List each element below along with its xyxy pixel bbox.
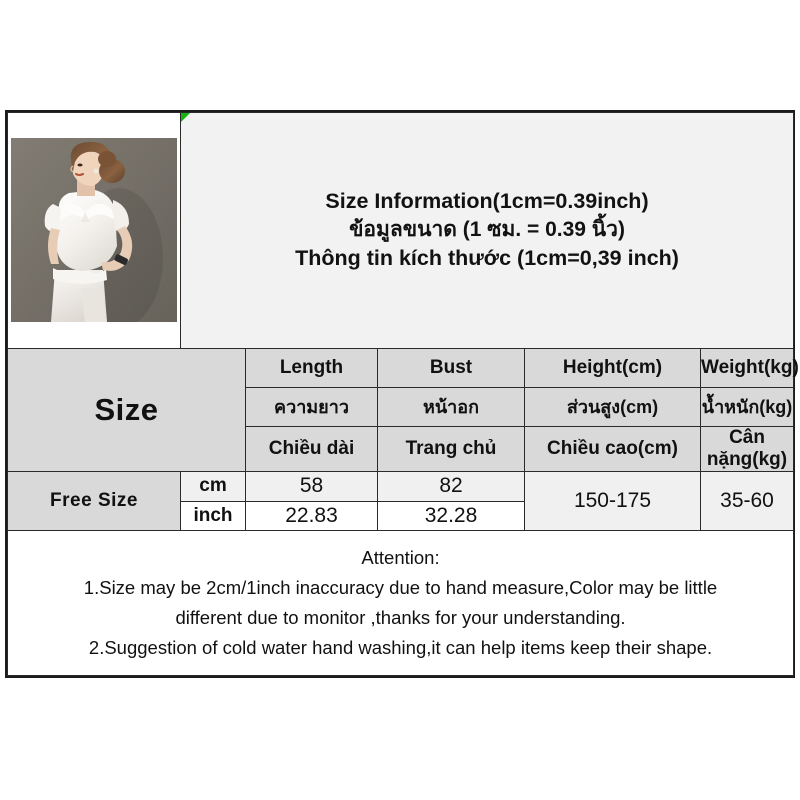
value-height-range: 150-175	[524, 470, 701, 532]
banner-line-english: Size Information(1cm=0.39inch)	[325, 189, 649, 214]
row-label-free-size: Free Size	[7, 470, 181, 532]
header-row-english: Size Length Bust Height(cm) Weight(kg)	[7, 347, 799, 472]
table-row-cm: Free Size cm 58 82 150-175 35-60	[7, 470, 795, 532]
size-information-table: Size Information(1cm=0.39inch) ข้อมูลขนา…	[6, 112, 799, 676]
attention-row: Attention: 1.Size may be 2cm/1inch inacc…	[6, 530, 795, 676]
product-photo	[11, 138, 177, 323]
value-bust-cm: 82	[377, 470, 525, 502]
banner-cell: Size Information(1cm=0.39inch) ข้อมูลขนา…	[179, 112, 795, 349]
header-height-vi: Chiều cao(cm)	[524, 425, 701, 472]
unit-cell-inch: inch	[180, 500, 246, 532]
value-length-inch: 22.83	[245, 500, 378, 532]
unit-cell-cm: cm	[180, 470, 246, 502]
header-length-th: ความยาว	[245, 386, 378, 427]
header-weight-th: น้ำหนัก(kg)	[699, 386, 795, 427]
header-row-thai: ความยาว หน้าอก ส่วนสูง(cm) น้ำหนัก(kg)	[8, 386, 795, 427]
header-length-vi: Chiều dài	[245, 425, 378, 472]
product-photo-illustration	[11, 138, 177, 323]
header-height-en: Height(cm)	[524, 347, 701, 388]
header-bust-th: หน้าอก	[377, 386, 525, 427]
attention-line-3: 2.Suggestion of cold water hand washing,…	[88, 637, 713, 659]
header-bust-vi: Trang chủ	[377, 425, 525, 472]
value-length-cm: 58	[245, 470, 378, 502]
header-height-th: ส่วนสูง(cm)	[524, 386, 701, 427]
green-flag-marker	[181, 113, 190, 122]
attention-line-1: 1.Size may be 2cm/1inch inaccuracy due t…	[83, 577, 718, 599]
value-bust-inch: 32.28	[377, 500, 525, 532]
product-photo-cell	[7, 112, 181, 349]
banner-row: Size Information(1cm=0.39inch) ข้อมูลขนา…	[7, 112, 795, 349]
header-weight-vi: Cân nặng(kg)	[699, 425, 795, 472]
size-chart-container: Size Information(1cm=0.39inch) ข้อมูลขนา…	[5, 110, 799, 678]
size-label-cell: Size	[7, 347, 246, 472]
header-weight-en: Weight(kg)	[699, 347, 799, 388]
banner-line-thai: ข้อมูลขนาด (1 ซม. = 0.39 นิ้ว)	[349, 218, 625, 242]
table-row-inch: inch 22.83 32.28	[8, 500, 794, 532]
attention-title: Attention:	[361, 547, 440, 569]
header-length-en: Length	[245, 347, 378, 388]
attention-cell: Attention: 1.Size may be 2cm/1inch inacc…	[6, 530, 795, 676]
banner-line-vietnamese: Thông tin kích thước (1cm=0,39 inch)	[295, 246, 679, 271]
header-bust-en: Bust	[377, 347, 525, 388]
header-row-vietnamese: Chiều dài Trang chủ Chiều cao(cm) Cân nặ…	[8, 425, 795, 472]
value-weight-range: 35-60	[699, 470, 795, 532]
attention-line-2: different due to monitor ,thanks for you…	[175, 607, 626, 629]
